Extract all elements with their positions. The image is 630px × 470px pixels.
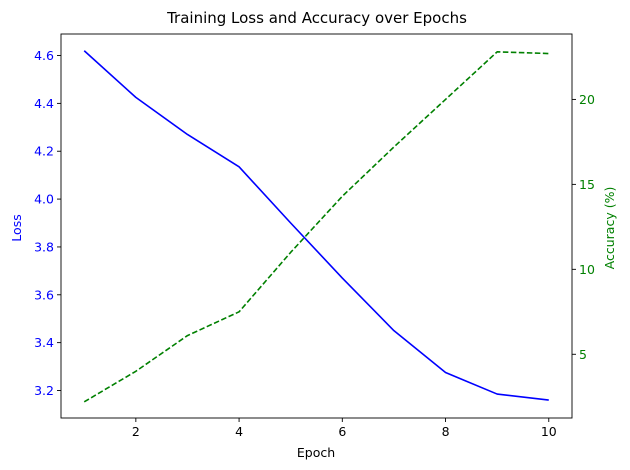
x-tick-label: 6: [338, 424, 346, 439]
y-left-tick-label: 4.2: [34, 144, 54, 159]
y-left-tick-label: 4.6: [34, 48, 54, 63]
y-axis-right-label: Accuracy (%): [602, 187, 617, 270]
y-right-tick-label: 15: [579, 177, 595, 192]
plot-area: 2 4 6 8 10 3.2 3.4 3.6 3.8 4.0 4.2 4.4 4.6 5 10 15 20: [34, 33, 595, 439]
y-right-tick-label: 10: [579, 262, 595, 277]
x-axis-label: Epoch: [297, 445, 335, 460]
x-tick-label: 4: [235, 424, 243, 439]
x-tick-label: 2: [132, 424, 140, 439]
y-left-tick-label: 3.4: [34, 335, 54, 350]
plot-frame: [60, 33, 573, 419]
y-left-tick-label: 3.8: [34, 239, 54, 254]
chart-title: Training Loss and Accuracy over Epochs: [166, 9, 467, 27]
y-left-tick-label: 4.4: [34, 96, 54, 111]
y-axis-left-label: Loss: [9, 214, 24, 241]
x-tick-label: 8: [442, 424, 450, 439]
series-line-accuracy: [83, 51, 549, 403]
series-line-loss: [83, 50, 549, 401]
y-left-tick-label: 3.6: [34, 287, 54, 302]
y-right-tick-label: 5: [579, 347, 587, 362]
y-right-tick-label: 20: [579, 92, 595, 107]
y-left-tick-label: 3.2: [34, 383, 54, 398]
y-left-tick-label: 4.0: [34, 192, 54, 207]
x-tick-label: 10: [541, 424, 557, 439]
